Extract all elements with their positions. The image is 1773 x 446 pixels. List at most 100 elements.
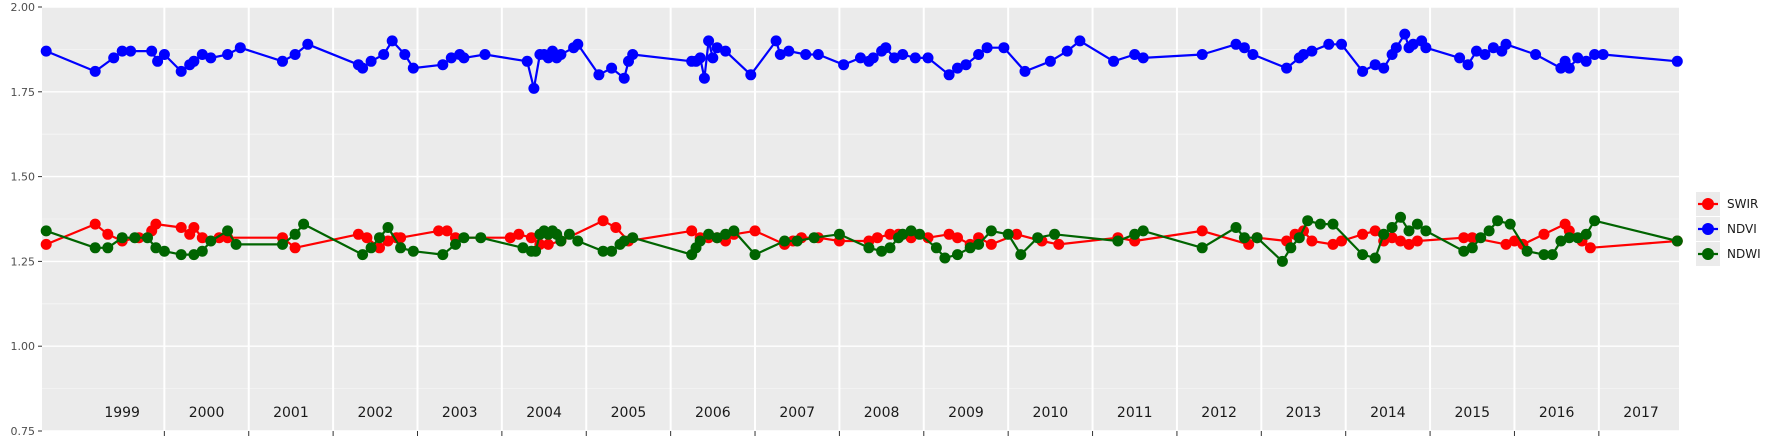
ndvi-point xyxy=(479,49,491,60)
swir-point xyxy=(985,238,997,250)
ndwi-point xyxy=(1230,222,1242,233)
ndvi-point xyxy=(745,69,757,81)
swir-point xyxy=(952,232,963,244)
swir-point xyxy=(686,225,698,237)
ndwi-point xyxy=(1032,232,1044,244)
swir-point xyxy=(382,235,394,247)
ndwi-point xyxy=(1276,255,1288,267)
ndvi-point xyxy=(289,49,301,60)
ndwi-point xyxy=(1302,215,1314,227)
ndvi-point xyxy=(998,42,1010,54)
ndvi-point xyxy=(774,49,786,60)
ndwi-point xyxy=(102,242,114,254)
ndwi-point xyxy=(1671,235,1683,247)
ndvi-point xyxy=(627,49,639,60)
ndvi-point xyxy=(1589,49,1601,60)
ndwi-point xyxy=(188,249,200,261)
ndvi-point xyxy=(1454,52,1466,64)
ndwi-point xyxy=(277,238,288,250)
ndvi-point xyxy=(1572,52,1584,64)
swir-point xyxy=(150,218,162,230)
swir-point xyxy=(884,228,896,240)
ndwi-point xyxy=(142,232,153,244)
ndvi-point xyxy=(855,52,866,64)
ndvi-point xyxy=(1108,55,1120,67)
ndwi-point xyxy=(914,228,926,240)
year-label: 2005 xyxy=(611,405,647,421)
ndwi-point xyxy=(1378,228,1390,240)
ndwi-point xyxy=(833,228,845,240)
ndwi-point xyxy=(1555,235,1567,247)
ndwi-point xyxy=(1238,232,1250,244)
ndwi-point xyxy=(158,245,170,257)
ndwi-point xyxy=(1589,215,1601,227)
ndwi-point xyxy=(606,245,618,257)
y-axis: 0.75 1.00 1.25 1.50 1.75 2.00 xyxy=(11,1,42,438)
ndwi-point xyxy=(407,245,419,257)
year-label: 2002 xyxy=(357,405,393,421)
year-label: 2004 xyxy=(526,405,562,421)
ndvi-point xyxy=(694,52,706,64)
ndwi-point xyxy=(985,225,997,237)
ndvi-point xyxy=(1471,45,1482,57)
ndwi-point xyxy=(728,225,740,237)
ndwi-point xyxy=(230,238,242,250)
ndvi-point xyxy=(365,55,377,67)
swir-point xyxy=(433,225,445,237)
ndwi-point xyxy=(1002,228,1014,240)
year-labels: 1999 2000 2001 2002 2003 2004 2005 2006 2007 2008… xyxy=(104,405,1659,421)
ndwi-point xyxy=(563,228,575,240)
ndwi-point xyxy=(458,232,470,244)
ndvi-point xyxy=(222,49,234,60)
swir-point xyxy=(1011,228,1023,240)
grid-minor xyxy=(42,49,1679,390)
ndwi-point xyxy=(40,225,52,237)
ndwi-point xyxy=(791,235,803,247)
ndvi-point xyxy=(437,59,449,71)
ndvi-point xyxy=(960,59,972,71)
ndwi-point xyxy=(1369,252,1381,264)
ndvi-point xyxy=(593,69,605,81)
ndvi-point xyxy=(386,35,398,47)
ndvi-point xyxy=(357,62,369,74)
swir-point xyxy=(749,225,761,237)
swir-point xyxy=(1411,235,1423,247)
ndvi-point xyxy=(1500,38,1512,50)
y-tick-label: 0.75 xyxy=(11,425,36,438)
series-layer xyxy=(40,28,1683,267)
swir-point xyxy=(361,232,373,244)
swir-point xyxy=(542,238,554,250)
ndwi-point xyxy=(222,225,234,237)
ndwi-point xyxy=(964,242,976,254)
ndvi-point xyxy=(1137,52,1149,64)
year-label: 2006 xyxy=(695,405,731,421)
ndwi-point xyxy=(897,228,909,240)
ndvi-point xyxy=(277,55,288,67)
ndvi-point xyxy=(1580,55,1592,67)
ndwi-point xyxy=(298,218,310,230)
ndvi-point xyxy=(175,65,187,77)
ndvi-point xyxy=(770,35,782,47)
year-label: 2014 xyxy=(1370,405,1406,421)
ndwi-point xyxy=(555,235,567,247)
year-label: 2012 xyxy=(1201,405,1237,421)
ndvi-point xyxy=(1230,38,1242,50)
ndwi-point xyxy=(1563,232,1575,244)
swir-point xyxy=(1500,238,1512,250)
ndwi-point xyxy=(1403,225,1415,237)
swir-point xyxy=(1538,228,1550,240)
ndwi-point xyxy=(475,232,487,244)
ndwi-point xyxy=(175,249,187,261)
ndvi-point xyxy=(838,59,850,71)
ndwi-point xyxy=(1458,245,1470,257)
ndvi-point xyxy=(1061,45,1073,57)
year-label: 2015 xyxy=(1454,405,1490,421)
ndvi-point xyxy=(521,55,533,67)
ndwi-point xyxy=(597,245,609,257)
legend-label-ndwi: NDWI xyxy=(1727,247,1761,261)
ndvi-point xyxy=(1420,42,1432,54)
year-label: 2011 xyxy=(1117,405,1153,421)
ndvi-point xyxy=(888,52,900,64)
ndwi-point xyxy=(374,232,385,244)
ndwi-point xyxy=(357,249,369,261)
